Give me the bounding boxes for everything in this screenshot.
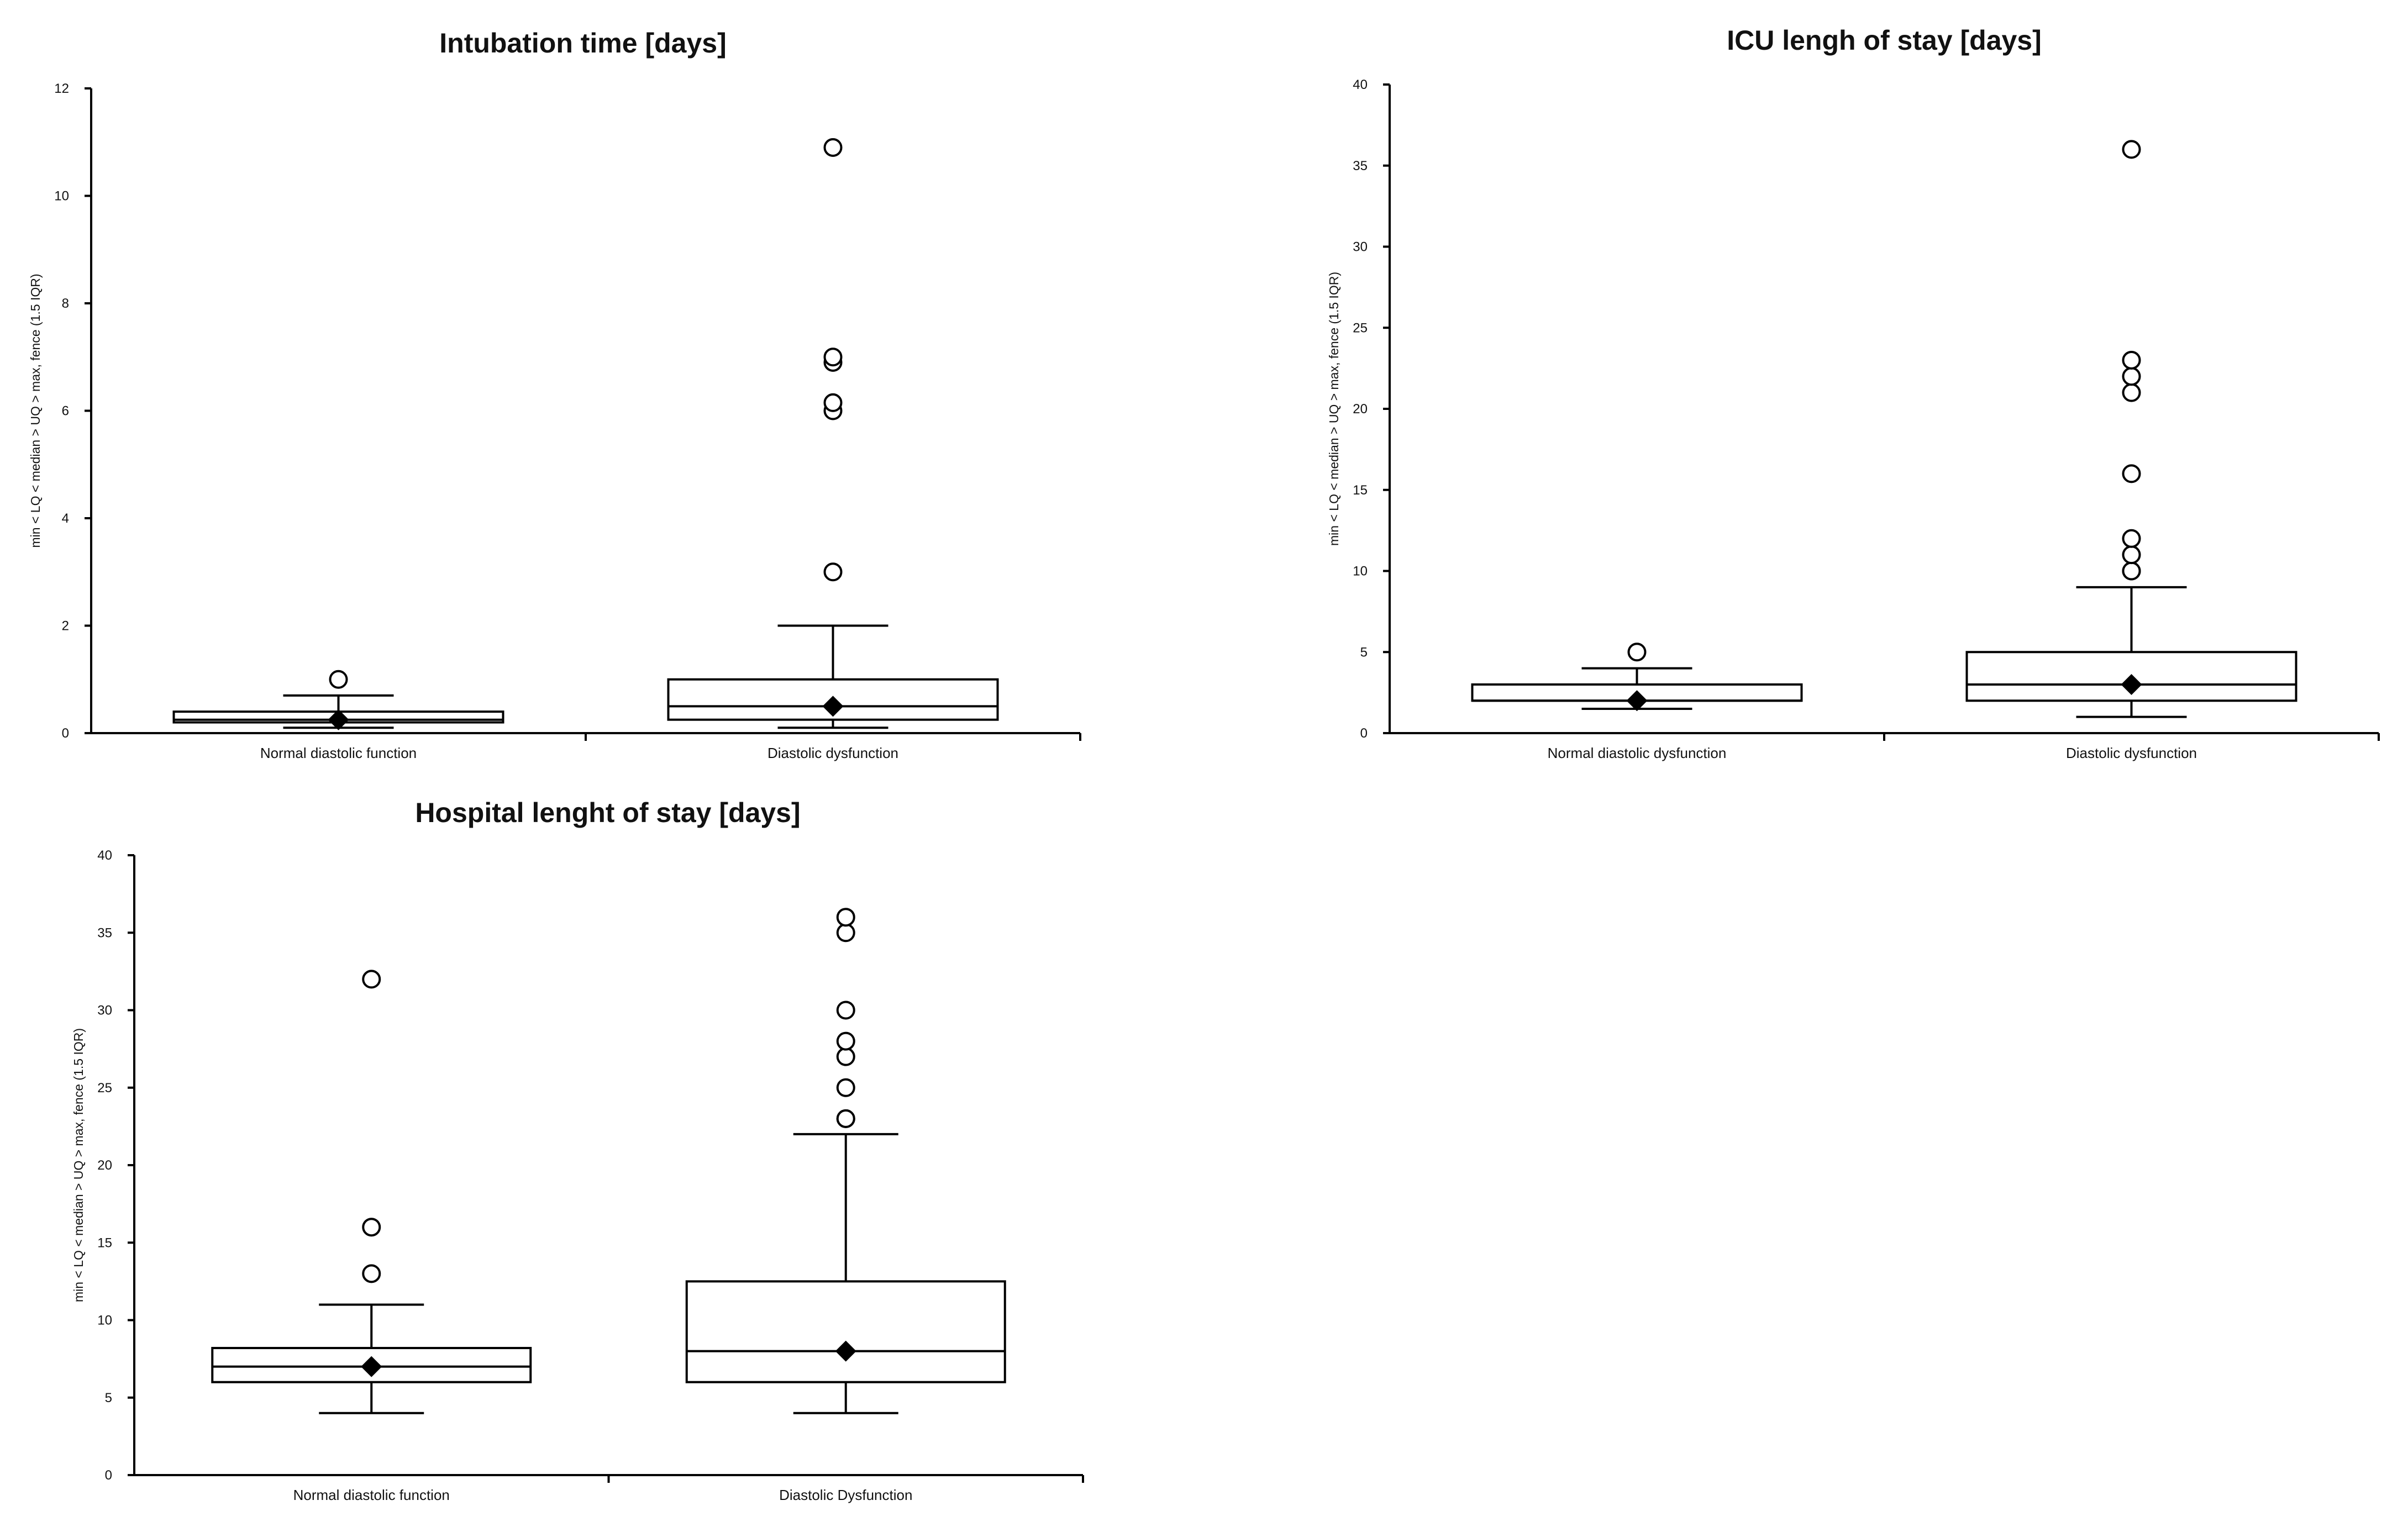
y-tick-label: 40 (1353, 77, 1368, 92)
y-tick-label: 35 (97, 925, 112, 940)
y-tick-label: 10 (97, 1313, 112, 1328)
outlier-point (1627, 643, 1647, 662)
y-axis-label: min < LQ < median > UQ > max, fence (1.5… (1327, 272, 1341, 546)
x-category-label: Diastolic dysfunction (2066, 745, 2197, 761)
y-tick-label: 2 (62, 619, 69, 634)
mean-marker (2121, 673, 2142, 695)
outlier-point (836, 1047, 855, 1066)
mean-marker (822, 696, 844, 717)
outlier-point (836, 1001, 855, 1020)
outlier-point (362, 970, 381, 989)
y-tick-label: 15 (97, 1235, 112, 1250)
x-category-label: Diastolic Dysfunction (779, 1487, 912, 1503)
outlier-point (2122, 529, 2141, 548)
mean-marker (328, 709, 349, 730)
outlier-point (823, 138, 843, 157)
outlier-point (2122, 561, 2141, 581)
chart-1: Intubation time [days] min < LQ < median … (28, 28, 1081, 761)
box-1: Normal diastolic function (211, 970, 532, 1503)
y-tick-label: 0 (105, 1468, 112, 1483)
x-category-label: Normal diastolic dysfunction (1548, 745, 1727, 761)
y-tick-label: 25 (1353, 320, 1368, 335)
chart-title: Hospital lenght of stay [days] (415, 797, 800, 828)
y-tick-label: 12 (54, 81, 69, 96)
box-2: Diastolic dysfunction (1965, 140, 2297, 761)
box-1: Normal diastolic function (172, 670, 504, 761)
y-axis-label: min < LQ < median > UQ > max, fence (1.5… (28, 274, 43, 548)
y-tick-label: 30 (1353, 240, 1368, 255)
outlier-point (362, 1218, 381, 1237)
y-tick-label: 20 (97, 1158, 112, 1173)
outlier-point (2122, 464, 2141, 483)
chart-title: ICU lengh of stay [days] (1727, 25, 2042, 56)
chart-title: Intubation time [days] (439, 28, 726, 59)
y-tick-label: 0 (1360, 726, 1368, 741)
chart-3: Hospital lenght of stay [days] min < LQ <… (71, 797, 1084, 1503)
outlier-point (836, 1031, 855, 1051)
box-2: Diastolic Dysfunction (685, 908, 1006, 1503)
outlier-point (2122, 383, 2141, 402)
y-tick-label: 8 (62, 296, 69, 311)
y-tick-label: 40 (97, 848, 112, 863)
y-tick-label: 20 (1353, 402, 1368, 417)
outlier-point (329, 670, 348, 689)
box-1: Normal diastolic dysfunction (1471, 643, 1803, 761)
outlier-point (2122, 140, 2141, 159)
outlier-point (836, 1078, 855, 1097)
outlier-point (362, 1264, 381, 1283)
outlier-point (823, 393, 843, 412)
mean-marker (835, 1340, 856, 1362)
outlier-point (2122, 350, 2141, 370)
outlier-point (2122, 367, 2141, 386)
y-tick-label: 25 (97, 1081, 112, 1096)
outlier-point (823, 348, 843, 367)
outlier-point (836, 1109, 855, 1128)
x-category-label: Normal diastolic function (293, 1487, 450, 1503)
y-tick-label: 5 (1360, 645, 1368, 660)
mean-marker (361, 1356, 382, 1377)
iqr-box (685, 1280, 1006, 1383)
mean-marker (1626, 690, 1648, 712)
chart-2: ICU lengh of stay [days] min < LQ < media… (1327, 25, 2380, 761)
y-tick-label: 6 (62, 404, 69, 419)
y-axis-label: min < LQ < median > UQ > max, fence (1.5… (71, 1028, 86, 1302)
y-tick-label: 10 (1353, 564, 1368, 579)
outlier-point (836, 908, 855, 927)
outlier-point (2122, 545, 2141, 565)
y-tick-label: 30 (97, 1003, 112, 1018)
y-tick-label: 4 (62, 511, 69, 526)
x-category-label: Diastolic dysfunction (767, 745, 898, 761)
outlier-point (836, 923, 855, 943)
y-tick-label: 5 (105, 1391, 112, 1405)
y-tick-label: 15 (1353, 483, 1368, 498)
x-category-label: Normal diastolic function (260, 745, 417, 761)
box-2: Diastolic dysfunction (667, 138, 999, 761)
y-tick-label: 0 (62, 726, 69, 741)
y-tick-label: 10 (54, 189, 69, 204)
y-tick-label: 35 (1353, 159, 1368, 173)
outlier-point (823, 562, 843, 582)
